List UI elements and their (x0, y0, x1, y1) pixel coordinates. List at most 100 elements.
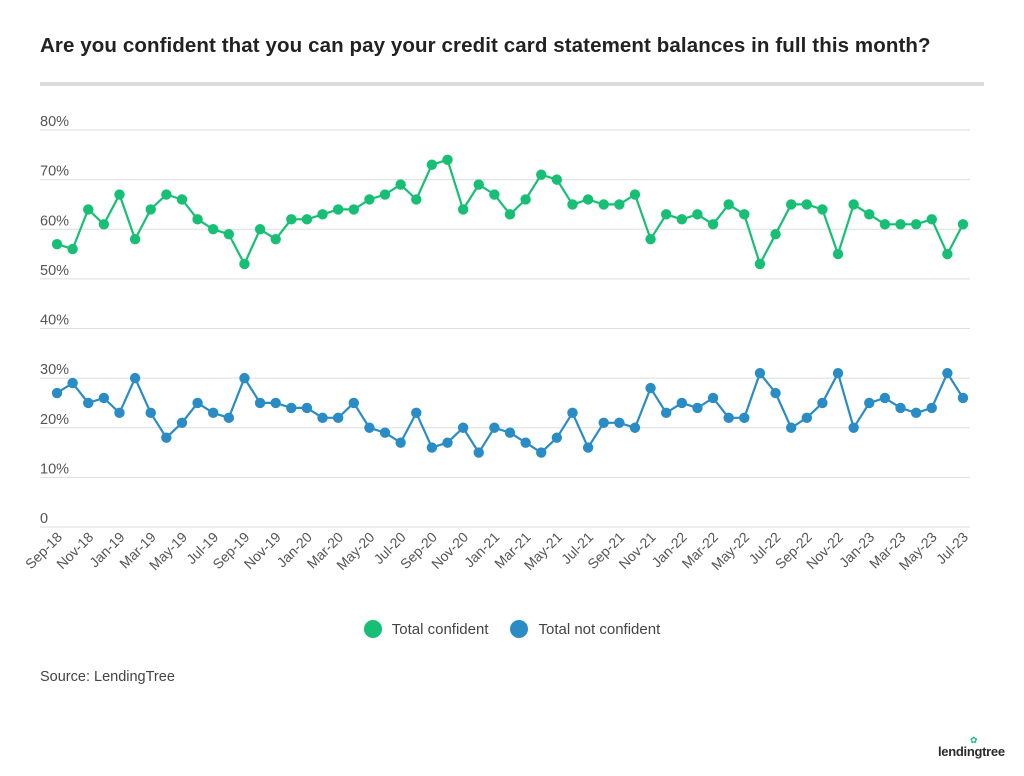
data-point-confident[interactable] (286, 214, 297, 225)
data-point-confident[interactable] (473, 179, 484, 190)
data-point-confident[interactable] (67, 243, 78, 255)
data-point-confident[interactable] (364, 194, 375, 205)
data-point-not-confident[interactable] (239, 372, 250, 384)
data-point-not-confident[interactable] (348, 397, 359, 409)
data-point-confident[interactable] (895, 219, 906, 230)
data-point-not-confident[interactable] (411, 407, 422, 419)
data-point-not-confident[interactable] (192, 397, 203, 409)
data-point-not-confident[interactable] (582, 442, 594, 453)
data-point-confident[interactable] (223, 229, 235, 240)
data-point-not-confident[interactable] (895, 402, 906, 414)
data-point-confident[interactable] (98, 219, 110, 230)
data-point-confident[interactable] (692, 209, 703, 220)
data-point-not-confident[interactable] (51, 387, 63, 399)
data-point-confident[interactable] (739, 209, 750, 220)
data-point-confident[interactable] (411, 194, 422, 205)
data-point-not-confident[interactable] (332, 412, 344, 424)
data-point-confident[interactable] (614, 199, 625, 210)
data-point-not-confident[interactable] (551, 432, 563, 443)
data-point-confident[interactable] (723, 199, 734, 210)
data-point-not-confident[interactable] (942, 367, 953, 379)
data-point-not-confident[interactable] (598, 417, 609, 428)
data-point-confident[interactable] (395, 179, 406, 190)
data-point-confident[interactable] (489, 189, 500, 200)
data-point-confident[interactable] (208, 224, 219, 235)
data-point-not-confident[interactable] (176, 417, 188, 428)
data-point-confident[interactable] (754, 258, 766, 270)
data-point-not-confident[interactable] (426, 442, 438, 453)
data-point-confident[interactable] (942, 248, 953, 260)
data-point-confident[interactable] (51, 238, 63, 250)
data-point-not-confident[interactable] (223, 412, 235, 424)
data-point-not-confident[interactable] (879, 392, 891, 404)
lendingtree-logo[interactable]: ✿ lendingtree (938, 735, 1005, 759)
data-point-not-confident[interactable] (785, 422, 797, 433)
data-point-not-confident[interactable] (692, 402, 703, 414)
data-point-confident[interactable] (551, 174, 563, 185)
data-point-not-confident[interactable] (473, 447, 484, 458)
data-point-confident[interactable] (864, 209, 875, 220)
data-point-not-confident[interactable] (707, 392, 719, 404)
data-point-confident[interactable] (785, 199, 797, 210)
data-point-not-confident[interactable] (442, 437, 453, 448)
data-point-not-confident[interactable] (739, 412, 750, 424)
data-point-confident[interactable] (832, 248, 844, 260)
data-point-confident[interactable] (457, 204, 469, 215)
data-point-confident[interactable] (707, 219, 719, 230)
data-point-confident[interactable] (504, 209, 516, 220)
data-point-confident[interactable] (536, 169, 547, 180)
data-point-not-confident[interactable] (83, 397, 94, 409)
data-point-confident[interactable] (270, 233, 281, 245)
data-point-confident[interactable] (645, 233, 656, 245)
data-point-confident[interactable] (910, 219, 922, 230)
data-point-not-confident[interactable] (676, 397, 688, 409)
data-point-confident[interactable] (442, 154, 453, 165)
data-point-confident[interactable] (676, 214, 688, 225)
data-point-confident[interactable] (348, 204, 359, 215)
data-point-not-confident[interactable] (864, 397, 875, 409)
data-point-not-confident[interactable] (504, 427, 516, 438)
data-point-not-confident[interactable] (629, 422, 641, 433)
data-point-not-confident[interactable] (67, 377, 78, 389)
data-point-confident[interactable] (301, 214, 313, 225)
data-point-confident[interactable] (582, 194, 594, 205)
data-point-not-confident[interactable] (395, 437, 406, 448)
data-point-confident[interactable] (254, 224, 266, 235)
data-point-not-confident[interactable] (114, 407, 125, 419)
legend-item-not-confident[interactable]: Total not confident (510, 620, 660, 638)
data-point-confident[interactable] (332, 204, 344, 215)
data-point-confident[interactable] (598, 199, 609, 210)
data-point-confident[interactable] (520, 194, 531, 205)
data-point-not-confident[interactable] (770, 387, 781, 399)
data-point-not-confident[interactable] (520, 437, 531, 448)
data-point-not-confident[interactable] (364, 422, 375, 433)
data-point-confident[interactable] (379, 189, 391, 200)
data-point-confident[interactable] (145, 204, 156, 215)
data-point-confident[interactable] (239, 258, 250, 270)
data-point-not-confident[interactable] (286, 402, 297, 414)
data-point-confident[interactable] (176, 194, 188, 205)
data-point-confident[interactable] (567, 199, 578, 210)
data-point-not-confident[interactable] (910, 407, 922, 419)
data-point-not-confident[interactable] (926, 402, 937, 414)
data-point-not-confident[interactable] (457, 422, 469, 433)
legend-item-confident[interactable]: Total confident (363, 620, 488, 638)
data-point-not-confident[interactable] (536, 447, 547, 458)
data-point-not-confident[interactable] (98, 392, 110, 404)
data-point-not-confident[interactable] (832, 367, 844, 379)
data-point-not-confident[interactable] (161, 432, 172, 443)
data-point-not-confident[interactable] (817, 397, 828, 409)
data-point-not-confident[interactable] (379, 427, 391, 438)
data-point-confident[interactable] (161, 189, 172, 200)
data-point-not-confident[interactable] (129, 372, 141, 384)
data-point-not-confident[interactable] (270, 397, 281, 409)
data-point-not-confident[interactable] (208, 407, 219, 419)
data-point-confident[interactable] (926, 214, 937, 225)
data-point-not-confident[interactable] (301, 402, 313, 414)
data-point-not-confident[interactable] (723, 412, 734, 424)
data-point-not-confident[interactable] (645, 382, 656, 394)
data-point-not-confident[interactable] (254, 397, 266, 409)
data-point-confident[interactable] (957, 219, 969, 230)
data-point-confident[interactable] (426, 159, 438, 170)
data-point-confident[interactable] (114, 189, 125, 200)
